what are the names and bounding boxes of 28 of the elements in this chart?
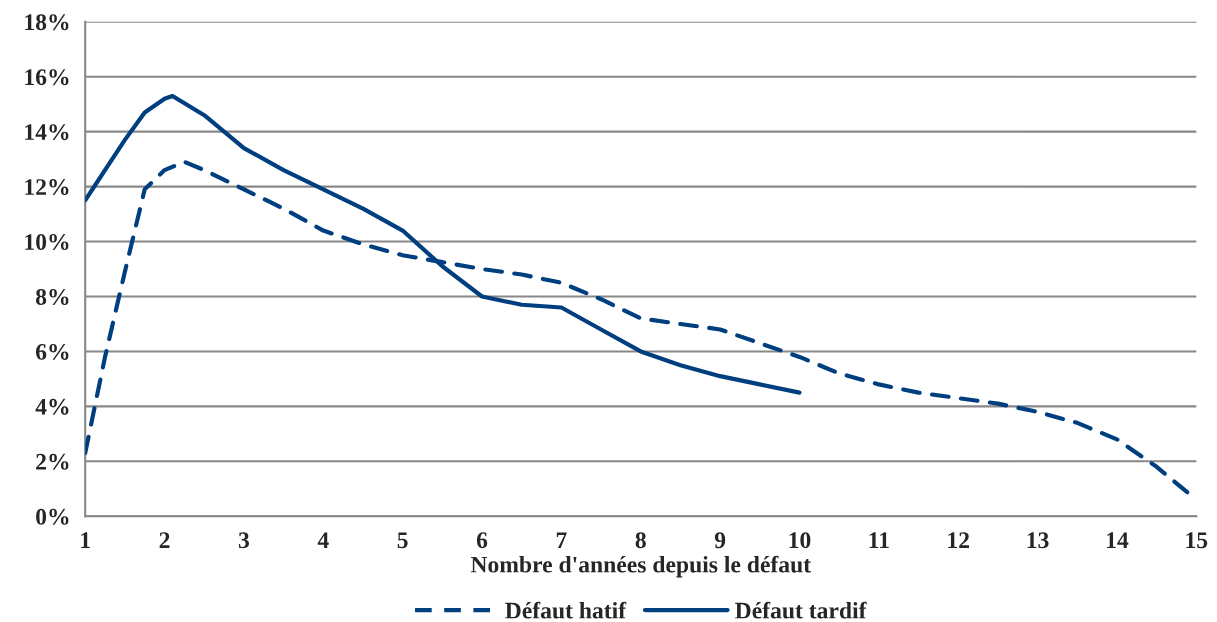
x-tick-label: 8 [635,532,646,549]
x-tick-label: 2 [159,532,170,548]
y-tick-label: 0% [36,508,69,525]
x-axis-title: Nombre d'années depuis le défaut [470,555,811,578]
x-tick-label: 10 [789,532,811,549]
x-tick-label: 9 [714,532,726,549]
legend-label: Défaut hatif [505,601,627,619]
y-tick-label: 16% [25,69,69,86]
x-tick-label: 15 [1186,532,1208,549]
y-tick-label: 8% [35,288,69,305]
x-tick-label: 5 [397,532,408,549]
x-tick-label: 4 [317,532,329,548]
x-tick-label: 13 [1027,532,1049,549]
y-tick-label: 4% [35,398,69,415]
x-tick-label: 3 [238,532,250,549]
x-tick-label: 14 [1107,532,1129,548]
x-tick-label: 7 [556,532,567,548]
y-tick-label: 14% [25,124,69,141]
legend-label: Défaut tardif [735,601,867,619]
y-tick-label: 6% [36,343,69,360]
x-tick-label: 11 [869,532,889,548]
y-tick-label: 10% [25,234,69,251]
x-tick-label: 12 [948,532,969,548]
y-tick-label: 12% [25,179,69,196]
y-tick-label: 2% [36,453,69,470]
y-tick-label: 18% [25,14,69,31]
x-tick-label: 1 [81,532,90,548]
x-tick-label: 6 [476,532,488,549]
